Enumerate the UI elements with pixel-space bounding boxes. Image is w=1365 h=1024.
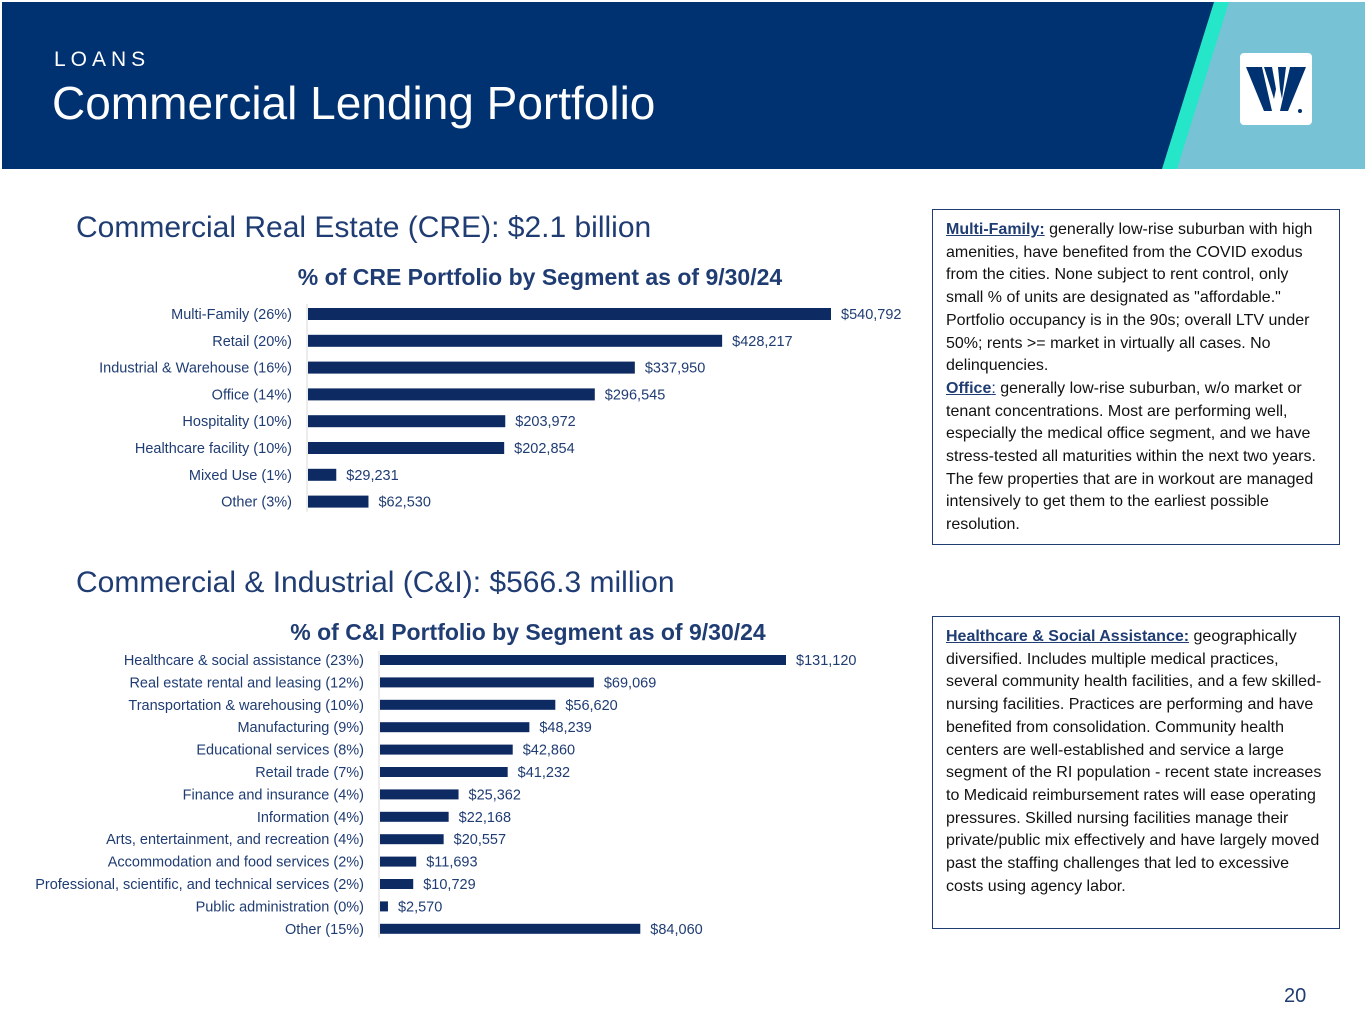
cni-value-label: $69,069 [604, 675, 656, 691]
page-number: 20 [1284, 985, 1307, 1007]
cni-bar [380, 879, 414, 889]
cni-category-label: Real estate rental and leasing (12%) [129, 675, 364, 691]
cre-bar [308, 415, 506, 428]
cni-bar [380, 699, 556, 710]
cni-category-label: Transportation & warehousing (10%) [128, 698, 364, 714]
cre-category-label: Industrial & Warehouse (16%) [99, 361, 292, 377]
cni-bar [380, 655, 786, 665]
cni-bar [380, 744, 513, 755]
cni-value-label: $41,232 [518, 765, 570, 781]
page-title: Commercial Lending Portfolio [52, 77, 656, 129]
cni-value-label: $11,693 [426, 855, 477, 871]
cni-value-label: $131,120 [796, 653, 856, 669]
bank-logo-icon [1240, 53, 1312, 125]
cre-category-label: Retail (20%) [212, 334, 292, 350]
cni-bar [380, 923, 641, 934]
cre-bar [308, 468, 337, 481]
cre-bar [308, 334, 723, 347]
cre-section-title: Commercial Real Estate (CRE): $2.1 billi… [76, 211, 652, 244]
cni-value-label: $42,860 [523, 743, 575, 759]
cre-bar [308, 388, 595, 401]
cni-category-label: Public administration (0%) [196, 899, 364, 915]
cni-value-label: $48,239 [539, 720, 591, 736]
cni-bar [380, 722, 530, 733]
office-label: Office [946, 379, 992, 397]
cni-bar [380, 767, 508, 777]
cni-category-label: Professional, scientific, and technical … [35, 877, 364, 893]
cni-bar [380, 834, 444, 845]
cni-category-label: Manufacturing (9%) [237, 720, 364, 736]
cre-value-label: $29,231 [346, 468, 398, 484]
cni-value-label: $20,557 [454, 832, 506, 848]
cre-value-label: $202,854 [514, 441, 574, 457]
cre-bar [308, 442, 505, 454]
multifamily-label: Multi-Family: [946, 221, 1045, 238]
cni-value-label: $22,168 [459, 810, 511, 826]
header-banner: LOANS Commercial Lending Portfolio [2, 2, 1365, 169]
cni-category-label: Other (15%) [285, 922, 364, 938]
section-eyebrow: LOANS [54, 48, 151, 71]
cni-value-label: $10,729 [423, 877, 475, 893]
cre-bar [308, 495, 369, 508]
cni-bar [380, 677, 594, 688]
office-text: generally low-rise suburban, w/o market … [946, 379, 1316, 534]
cre-commentary-box: Multi-Family: generally low-rise suburba… [932, 209, 1340, 545]
cre-category-label: Mixed Use (1%) [189, 468, 292, 484]
cni-section-title: Commercial & Industrial (C&I): $566.3 mi… [76, 566, 675, 599]
multifamily-text: generally low-rise suburban with high am… [946, 221, 1313, 375]
healthcare-label: Healthcare & Social Assistance: [946, 628, 1190, 645]
cni-category-label: Healthcare & social assistance (23%) [124, 653, 364, 669]
cni-category-label: Retail trade (7%) [255, 765, 364, 781]
cni-value-label: $25,362 [469, 787, 521, 803]
cni-chart-title: % of C&I Portfolio by Segment as of 9/30… [290, 619, 766, 645]
cni-value-label: $56,620 [565, 698, 617, 714]
cni-bar-chart: Healthcare & social assistance (23%) $131… [35, 651, 856, 938]
cre-value-label: $428,217 [732, 334, 792, 350]
healthcare-text: geographically diversified. Includes mul… [946, 628, 1322, 895]
cre-category-label: Healthcare facility (10%) [135, 441, 292, 457]
cre-category-label: Hospitality (10%) [182, 414, 292, 430]
cre-category-label: Other (3%) [221, 495, 292, 511]
cni-category-label: Accommodation and food services (2%) [108, 855, 364, 871]
cni-bar [380, 856, 417, 867]
cre-value-label: $337,950 [645, 361, 705, 377]
cni-category-label: Arts, entertainment, and recreation (4%) [106, 832, 364, 848]
cre-chart-title: % of CRE Portfolio by Segment as of 9/30… [297, 264, 783, 290]
cre-category-label: Office (14%) [212, 387, 292, 403]
cni-value-label: $2,570 [398, 899, 442, 915]
cni-value-label: $84,060 [650, 922, 702, 938]
cre-bar [308, 361, 635, 374]
cre-category-label: Multi-Family (26%) [171, 307, 292, 323]
cre-value-label: $296,545 [605, 387, 665, 403]
cni-bar [380, 789, 459, 800]
cni-commentary-box: Healthcare & Social Assistance: geograph… [932, 616, 1340, 929]
cni-category-label: Finance and insurance (4%) [183, 787, 364, 803]
cre-value-label: $203,972 [515, 414, 575, 430]
cre-bar-chart: Multi-Family (26%) $540,792 Retail (20%) $4… [99, 304, 901, 512]
cni-category-label: Educational services (8%) [196, 743, 364, 759]
office-label-separator: : [991, 379, 996, 397]
cre-value-label: $62,530 [378, 495, 430, 511]
cre-value-label: $540,792 [841, 307, 901, 323]
cni-category-label: Information (4%) [257, 810, 364, 826]
cni-bar [380, 901, 388, 912]
cni-bar [380, 811, 449, 822]
cre-bar [308, 308, 831, 320]
